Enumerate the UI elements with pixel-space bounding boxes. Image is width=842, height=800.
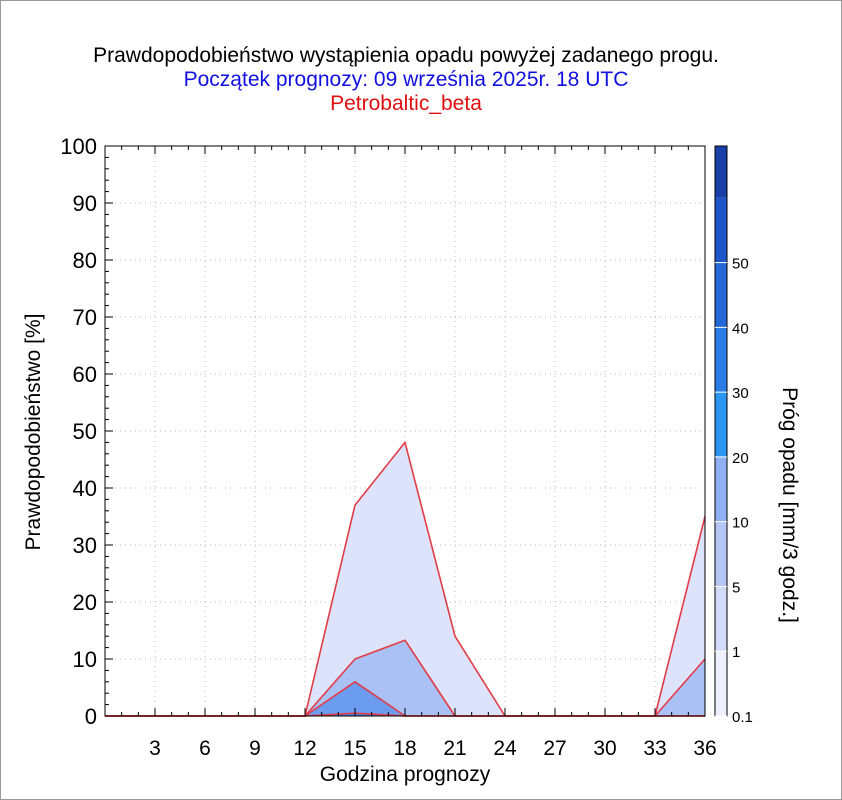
colorbar-segment bbox=[715, 651, 727, 716]
x-tick-label: 27 bbox=[543, 737, 566, 760]
colorbar-segment bbox=[715, 262, 727, 328]
threshold-colorbar: 0.1 1 5 10 20 30 40 50 bbox=[714, 145, 753, 726]
y-tick-label: 60 bbox=[73, 362, 97, 387]
x-tick-label: 18 bbox=[393, 737, 416, 760]
colorbar-label-30: 30 bbox=[732, 385, 749, 402]
x-tick-label: 33 bbox=[643, 737, 666, 760]
colorbar-label-20: 20 bbox=[732, 450, 749, 467]
area-threshold-0.1 bbox=[105, 442, 705, 716]
x-tick-label: 24 bbox=[493, 737, 517, 760]
colorbar-label-50: 50 bbox=[732, 256, 749, 273]
y-tick-label: 30 bbox=[73, 533, 97, 558]
y-tick-label: 50 bbox=[73, 419, 97, 444]
y-tick-label: 10 bbox=[73, 647, 97, 672]
chart-subtitle-forecast-start: Początek prognozy: 09 września 2025r. 18… bbox=[183, 68, 629, 91]
x-axis-label: Godzina prognozy bbox=[320, 763, 491, 786]
y-axis-label: Prawdopodobieństwo [%] bbox=[22, 314, 45, 551]
colorbar-label-40: 40 bbox=[732, 320, 749, 337]
colorbar-label-10: 10 bbox=[732, 515, 749, 532]
colorbar-segment bbox=[715, 586, 727, 652]
x-tick-label: 6 bbox=[199, 737, 211, 760]
colorbar-label-0.1: 0.1 bbox=[732, 709, 753, 726]
y-tick-label: 40 bbox=[73, 476, 97, 501]
colorbar-segment bbox=[715, 521, 727, 587]
x-tick-label: 3 bbox=[149, 737, 161, 760]
chart-title: Prawdopodobieństwo wystąpienia opadu pow… bbox=[93, 44, 719, 67]
y-tick-label: 70 bbox=[73, 305, 97, 330]
probability-areas bbox=[105, 441, 706, 717]
y-tick-label: 80 bbox=[73, 248, 97, 273]
colorbar-segment bbox=[715, 146, 727, 198]
x-tick-label: 9 bbox=[249, 737, 261, 760]
colorbar-segment bbox=[715, 456, 727, 522]
colorbar-label: Próg opadu [mm/3 godz.] bbox=[778, 387, 801, 623]
colorbar-segment bbox=[715, 327, 727, 393]
y-tick-label: 90 bbox=[73, 191, 97, 216]
colorbar-label-5: 5 bbox=[732, 579, 740, 596]
x-tick-label: 12 bbox=[293, 737, 316, 760]
colorbar-segment bbox=[715, 197, 727, 263]
y-tick-label: 0 bbox=[85, 704, 97, 729]
y-tick-label: 20 bbox=[73, 590, 97, 615]
y-tick-label: 100 bbox=[60, 134, 97, 159]
area-threshold-1 bbox=[105, 640, 705, 716]
x-tick-label: 15 bbox=[343, 737, 366, 760]
colorbar-segment bbox=[715, 392, 727, 457]
x-tick-label: 36 bbox=[693, 737, 716, 760]
x-tick-label: 21 bbox=[443, 737, 466, 760]
colorbar-label-1: 1 bbox=[732, 644, 740, 661]
chart-subtitle-location: Petrobaltic_beta bbox=[330, 92, 482, 115]
x-tick-label: 30 bbox=[593, 737, 616, 760]
